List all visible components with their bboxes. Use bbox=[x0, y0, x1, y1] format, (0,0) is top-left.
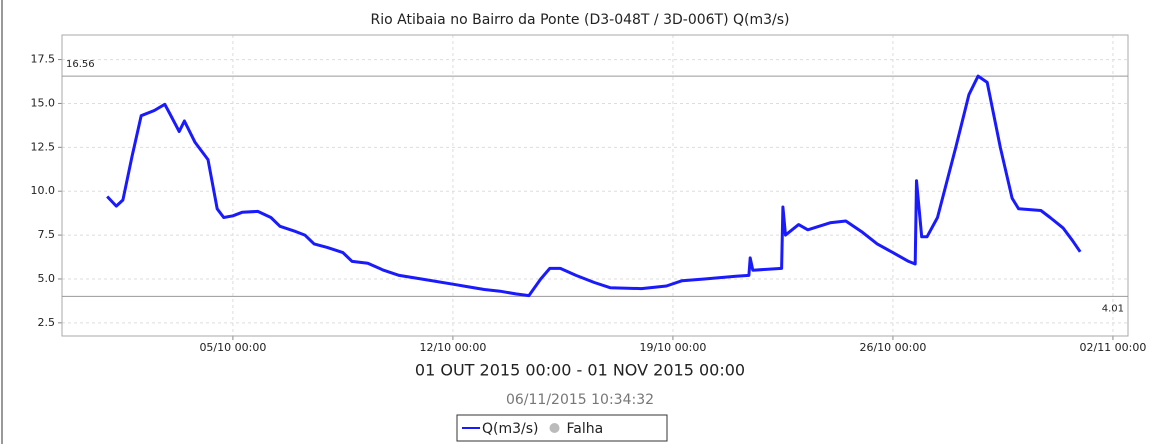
data-line bbox=[106, 74, 1082, 298]
reference-label: 4.01 bbox=[1102, 303, 1124, 314]
plot-frame bbox=[61, 34, 1129, 337]
y-tick-label: 7.5 bbox=[38, 228, 56, 241]
legend-label: Q(m3/s) bbox=[482, 421, 539, 437]
chart-title: Rio Atibaia no Bairro da Ponte (D3-048T … bbox=[370, 12, 789, 28]
x-tick-label: 26/10 00:00 bbox=[859, 341, 926, 354]
legend-swatch bbox=[549, 423, 560, 433]
timestamp: 06/11/2015 10:34:32 bbox=[506, 392, 654, 408]
legend: Q(m3/s) Falha bbox=[462, 421, 603, 437]
y-tick-label: 2.5 bbox=[38, 316, 56, 329]
y-tick-label: 5.0 bbox=[38, 272, 56, 285]
y-tick-label: 10.0 bbox=[31, 184, 56, 197]
legend-box bbox=[456, 414, 668, 442]
x-tick-label: 12/10 00:00 bbox=[419, 341, 486, 354]
reference-label: 16.56 bbox=[66, 59, 95, 70]
subtitle: 01 OUT 2015 00:00 - 01 NOV 2015 00:00 bbox=[415, 361, 745, 380]
x-tick-label: 02/11 00:00 bbox=[1079, 341, 1146, 354]
x-tick-label: 19/10 00:00 bbox=[639, 341, 706, 354]
legend-label: Falha bbox=[567, 421, 604, 437]
x-tick-label: 05/10 00:00 bbox=[199, 341, 266, 354]
y-tick-label: 12.5 bbox=[31, 140, 56, 153]
y-tick-label: 17.5 bbox=[31, 53, 56, 66]
y-tick-label: 15.0 bbox=[31, 96, 56, 109]
